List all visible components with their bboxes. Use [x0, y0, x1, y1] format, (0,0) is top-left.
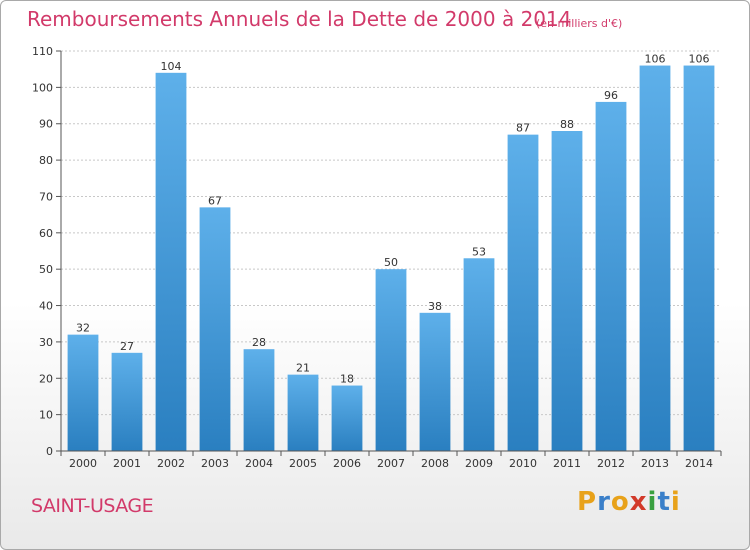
- y-tick-label: 100: [32, 81, 53, 94]
- y-axis-ticks: 0 10 20 30 40 50 60 70 80 90 100 110: [32, 45, 61, 458]
- bar-2011: [551, 131, 583, 451]
- logo-letter: r: [597, 487, 611, 517]
- bar-2005: [287, 374, 319, 451]
- bar-2012: [595, 101, 627, 451]
- y-tick-label: 50: [39, 263, 53, 276]
- y-tick-label: 20: [39, 372, 53, 385]
- chart-unit-note: (en milliers d'€): [536, 17, 623, 30]
- bar-2000: [67, 334, 99, 451]
- logo-letter: t: [657, 487, 671, 517]
- x-tick-label-2007: 2007: [377, 457, 405, 470]
- data-label-2014: 106: [689, 53, 710, 66]
- x-tick-label-2003: 2003: [201, 457, 229, 470]
- bar-2008: [419, 312, 451, 451]
- data-label-2012: 96: [604, 89, 618, 102]
- data-label-2000: 32: [76, 322, 90, 335]
- data-label-2002: 104: [161, 60, 182, 73]
- x-tick-label-2012: 2012: [597, 457, 625, 470]
- data-label-2006: 18: [340, 373, 354, 386]
- bar-2001: [111, 352, 143, 451]
- x-tick-label-2000: 2000: [69, 457, 97, 470]
- commune-name: SAINT-USAGE: [31, 495, 154, 517]
- bar-2002: [155, 72, 187, 452]
- bar-2009: [463, 258, 495, 451]
- data-label-2007: 50: [384, 256, 398, 269]
- data-label-2004: 28: [252, 336, 266, 349]
- x-tick-label-2010: 2010: [509, 457, 537, 470]
- chart-title: Remboursements Annuels de la Dette de 20…: [27, 7, 572, 31]
- y-tick-label: 70: [39, 190, 53, 203]
- x-tick-label-2006: 2006: [333, 457, 361, 470]
- x-axis-ticks: 2000 2001 2002 2003 2004 2005 2006 2007 2008 2009…: [60, 451, 722, 470]
- y-tick-label: 30: [39, 336, 53, 349]
- x-tick-label-2014: 2014: [685, 457, 713, 470]
- y-tick-label: 10: [39, 409, 53, 422]
- y-tick-label: 80: [39, 154, 53, 167]
- bar-2006: [331, 385, 363, 451]
- x-tick-label-2004: 2004: [245, 457, 273, 470]
- x-tick-label-2002: 2002: [157, 457, 185, 470]
- y-tick-label: 60: [39, 227, 53, 240]
- data-label-2011: 88: [560, 118, 574, 131]
- data-label-2008: 38: [428, 300, 442, 313]
- bar-2004: [243, 349, 275, 451]
- data-label-2003: 67: [208, 194, 222, 207]
- y-tick-label: 0: [46, 445, 53, 458]
- bar-2013: [639, 65, 671, 451]
- x-tick-label-2011: 2011: [553, 457, 581, 470]
- y-tick-label: 110: [32, 45, 53, 58]
- bars: 32 27 104 67 28 21 18 50 38 53 87 88 96 106 106: [67, 53, 715, 452]
- bar-2010: [507, 134, 539, 452]
- x-tick-label-2008: 2008: [421, 457, 449, 470]
- x-tick-label-2009: 2009: [465, 457, 493, 470]
- logo-letter: i: [647, 487, 658, 517]
- data-label-2013: 106: [645, 53, 666, 66]
- y-tick-label: 40: [39, 300, 53, 313]
- logo-letter: o: [610, 487, 630, 517]
- bar-2007: [375, 269, 407, 451]
- proxiti-logo[interactable]: Proxiti: [577, 487, 697, 527]
- bar-2014: [683, 65, 715, 451]
- data-label-2001: 27: [120, 340, 134, 353]
- y-tick-label: 90: [39, 118, 53, 131]
- logo-letter: i: [670, 487, 681, 517]
- data-label-2010: 87: [516, 122, 530, 135]
- logo-letter: P: [577, 487, 598, 517]
- x-tick-label-2013: 2013: [641, 457, 669, 470]
- data-label-2009: 53: [472, 245, 486, 258]
- logo-letter: x: [629, 487, 648, 517]
- x-tick-label-2005: 2005: [289, 457, 317, 470]
- axes: [60, 51, 721, 452]
- x-tick-label-2001: 2001: [113, 457, 141, 470]
- bar-2003: [199, 207, 231, 451]
- data-label-2005: 21: [296, 362, 310, 375]
